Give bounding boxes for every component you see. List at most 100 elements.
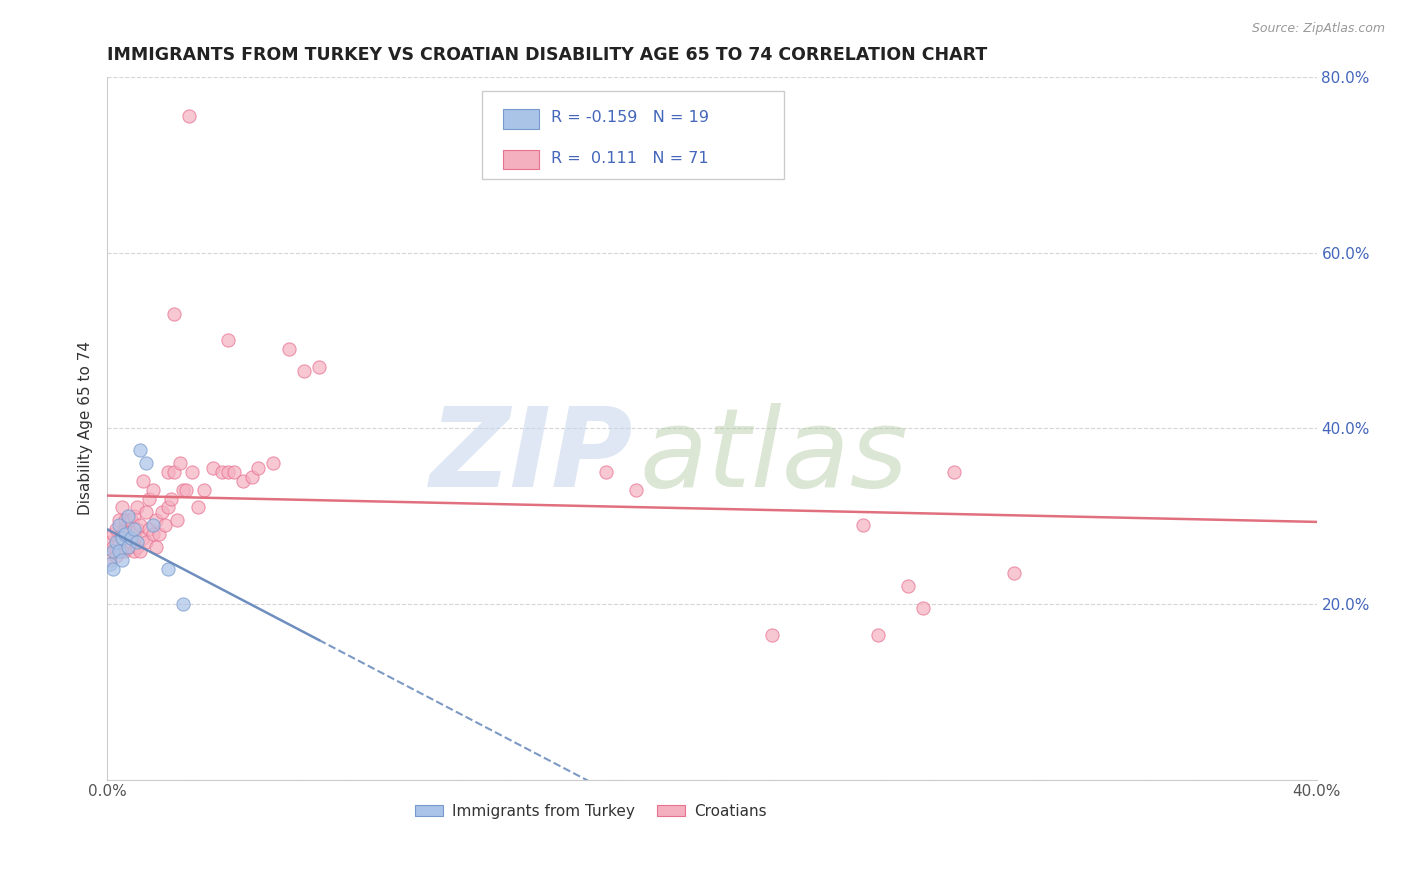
Point: [114, 544, 136, 558]
Text: Source: ZipAtlas.com: Source: ZipAtlas.com: [1251, 22, 1385, 36]
Point: [193, 483, 215, 497]
Point: [135, 505, 157, 519]
Point: [187, 500, 209, 515]
Point: [108, 517, 131, 532]
Point: [166, 513, 188, 527]
Point: [132, 531, 155, 545]
Point: [201, 460, 224, 475]
Point: [172, 597, 194, 611]
Point: [117, 540, 139, 554]
Point: [177, 110, 200, 124]
Point: [211, 465, 233, 479]
Point: [174, 483, 197, 497]
Point: [103, 540, 125, 554]
Point: [129, 443, 152, 458]
Point: [141, 526, 163, 541]
Point: [111, 500, 134, 515]
Point: [108, 544, 131, 558]
Point: [156, 562, 179, 576]
Point: [103, 562, 125, 576]
Point: [105, 535, 128, 549]
Point: [111, 531, 134, 545]
Point: [114, 513, 136, 527]
Point: [108, 513, 131, 527]
Point: [127, 535, 149, 549]
FancyBboxPatch shape: [502, 110, 538, 128]
Point: [98, 558, 121, 572]
Point: [114, 522, 136, 536]
Point: [124, 509, 146, 524]
Point: [232, 474, 254, 488]
Point: [148, 526, 170, 541]
Point: [117, 509, 139, 524]
Point: [98, 535, 121, 549]
Point: [868, 628, 890, 642]
Point: [105, 544, 128, 558]
Point: [111, 553, 134, 567]
Point: [897, 579, 920, 593]
Point: [169, 456, 191, 470]
Point: [217, 334, 239, 348]
Point: [159, 491, 181, 506]
Y-axis label: Disability Age 65 to 74: Disability Age 65 to 74: [79, 342, 93, 516]
Point: [217, 465, 239, 479]
Point: [108, 535, 131, 549]
Point: [180, 465, 202, 479]
Point: [111, 526, 134, 541]
Point: [224, 465, 246, 479]
Point: [595, 162, 617, 177]
Point: [852, 517, 875, 532]
Point: [292, 364, 315, 378]
Point: [308, 359, 330, 374]
Point: [156, 500, 179, 515]
Text: ZIP: ZIP: [430, 403, 633, 510]
Point: [117, 540, 139, 554]
Point: [240, 469, 263, 483]
Point: [127, 522, 149, 536]
Point: [129, 517, 152, 532]
Point: [105, 549, 128, 563]
FancyBboxPatch shape: [482, 91, 785, 178]
Point: [120, 513, 142, 527]
Point: [156, 465, 179, 479]
Point: [262, 456, 284, 470]
Point: [103, 544, 125, 558]
Point: [145, 540, 167, 554]
Point: [1002, 566, 1025, 581]
Point: [761, 628, 783, 642]
Point: [138, 491, 160, 506]
Point: [626, 483, 648, 497]
Point: [150, 505, 173, 519]
Point: [127, 500, 149, 515]
Point: [120, 535, 142, 549]
Point: [129, 544, 152, 558]
Text: R =  0.111   N = 71: R = 0.111 N = 71: [551, 151, 709, 166]
Point: [153, 517, 176, 532]
Point: [163, 465, 186, 479]
Point: [138, 522, 160, 536]
Point: [124, 522, 146, 536]
Point: [145, 513, 167, 527]
Point: [124, 544, 146, 558]
Point: [124, 526, 146, 541]
Point: [942, 465, 965, 479]
Point: [127, 540, 149, 554]
Point: [135, 456, 157, 470]
Point: [141, 517, 163, 532]
Point: [111, 544, 134, 558]
Text: atlas: atlas: [640, 403, 908, 510]
Point: [163, 307, 186, 321]
Point: [132, 474, 155, 488]
Text: R = -0.159   N = 19: R = -0.159 N = 19: [551, 111, 709, 126]
Point: [117, 513, 139, 527]
Point: [141, 483, 163, 497]
Point: [595, 465, 617, 479]
Point: [912, 601, 935, 615]
Point: [135, 535, 157, 549]
Point: [105, 522, 128, 536]
Point: [172, 483, 194, 497]
Legend: Immigrants from Turkey, Croatians: Immigrants from Turkey, Croatians: [409, 797, 773, 825]
Point: [114, 526, 136, 541]
Text: IMMIGRANTS FROM TURKEY VS CROATIAN DISABILITY AGE 65 TO 74 CORRELATION CHART: IMMIGRANTS FROM TURKEY VS CROATIAN DISAB…: [107, 46, 987, 64]
FancyBboxPatch shape: [502, 150, 538, 169]
